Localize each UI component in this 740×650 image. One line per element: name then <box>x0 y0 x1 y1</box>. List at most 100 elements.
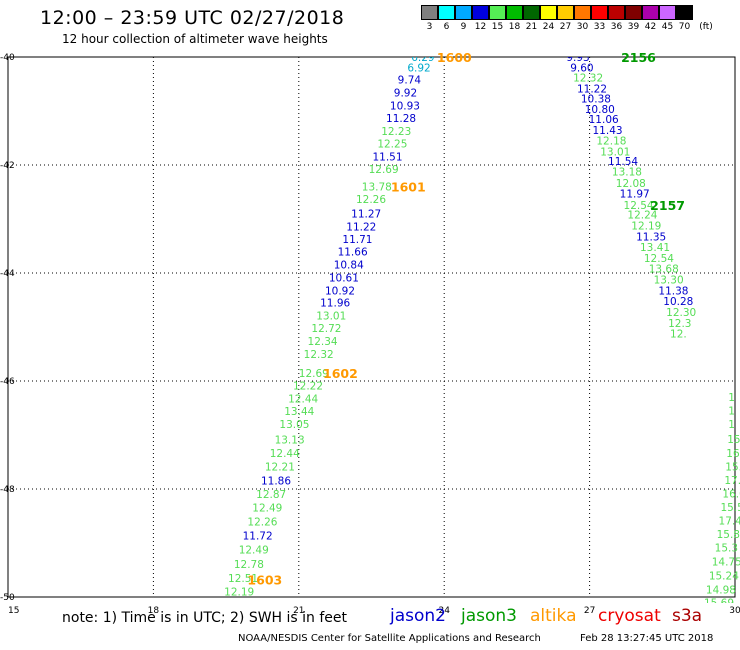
wave-height-label: 12.26 <box>356 194 386 206</box>
wave-height-label: 12.69 <box>299 368 329 380</box>
lon-tick-label: 21 <box>293 606 304 616</box>
lon-tick-label: 15 <box>8 606 19 616</box>
wave-height-label: 11.86 <box>261 475 291 487</box>
wave-height-label: 13.05 <box>279 419 309 431</box>
wave-height-label: 10.61 <box>329 272 359 284</box>
wave-height-label: 14.75 <box>712 556 740 568</box>
wave-height-label: 11.27 <box>351 209 381 221</box>
lon-tick-label: 27 <box>584 606 595 616</box>
colorbar-label: 18 <box>508 22 521 32</box>
wave-height-label: 12.19 <box>224 587 254 599</box>
wave-height-label: 12.54 <box>624 200 654 212</box>
wave-height-label: 11.97 <box>620 189 650 201</box>
colorbar-swatch <box>642 5 659 20</box>
wave-height-label: 17.7 <box>724 475 740 487</box>
colorbar-swatch <box>608 5 625 20</box>
wave-height-label: 12.26 <box>247 516 277 528</box>
lat-tick-label: -44 <box>0 269 15 279</box>
wave-height-label: 13.01 <box>316 311 346 323</box>
wave-height-label: 15.69 <box>704 597 734 609</box>
colorbar-swatch <box>506 5 523 20</box>
wave-height-label: 12.72 <box>311 323 341 335</box>
credit-line: NOAA/NESDIS Center for Satellite Applica… <box>238 633 541 644</box>
wave-height-label: 13.01 <box>600 147 630 159</box>
colorbar-swatch <box>489 5 506 20</box>
wave-height-label: 10.93 <box>390 101 420 113</box>
wave-height-label: 1 <box>728 392 735 404</box>
wave-height-label: 13.13 <box>275 434 305 446</box>
wave-height-label: 12.25 <box>377 138 407 150</box>
colorbar-swatch <box>625 5 642 20</box>
wave-height-label: 10.92 <box>325 285 355 297</box>
lat-tick-label: -42 <box>0 161 15 171</box>
wave-height-label: 12.54 <box>644 253 674 265</box>
wave-height-label: 13.44 <box>284 406 314 418</box>
wave-height-label: 15.24 <box>709 570 739 582</box>
wave-height-label: 11.43 <box>593 125 623 137</box>
colorbar-label: 42 <box>644 22 657 32</box>
colorbar-swatch <box>455 5 472 20</box>
colorbar-swatch <box>421 5 438 20</box>
lat-tick-label: -40 <box>0 53 15 63</box>
pass-time-label: 1603 <box>247 573 282 588</box>
wave-height-label: 15.3 <box>715 542 738 554</box>
wave-height-label: 9.93 <box>566 52 589 64</box>
satellite-legend-cryosat: cryosat <box>598 606 661 626</box>
lon-tick-label: 30 <box>729 606 740 616</box>
wave-height-label: 12.32 <box>304 349 334 361</box>
wave-height-label: 12.22 <box>293 380 323 392</box>
colorbar-swatch <box>523 5 540 20</box>
wave-height-label: 17.46 <box>719 515 740 527</box>
wave-height-label: 12.78 <box>234 559 264 571</box>
satellite-legend-altika: altika <box>530 606 577 626</box>
pass-time-label: 1601 <box>391 180 426 195</box>
wave-height-label: 11.28 <box>386 113 416 125</box>
colorbar-label: 24 <box>542 22 555 32</box>
wave-height-label: 12.3 <box>668 318 691 330</box>
wave-height-label: 16.0 <box>722 488 740 500</box>
colorbar-swatch <box>540 5 557 20</box>
footer-note: note: 1) Time is in UTC; 2) SWH is in fe… <box>62 610 348 626</box>
lon-tick-label: 18 <box>148 606 160 616</box>
wave-height-label: 11.22 <box>346 222 376 234</box>
colorbar-label: 70 <box>678 22 691 32</box>
wave-height-label: 12.44 <box>288 393 318 405</box>
wave-height-label: 13.41 <box>640 242 670 254</box>
colorbar-swatch <box>438 5 455 20</box>
colorbar-label: 12 <box>474 22 487 32</box>
wave-height-label: 10.80 <box>585 104 615 116</box>
wave-height-label: 15. <box>727 434 740 446</box>
wave-height-label: 9.92 <box>394 88 417 100</box>
wave-height-label: 12.49 <box>239 544 269 556</box>
wave-height-label: 12.19 <box>631 220 661 232</box>
wave-height-label: 13.78 <box>362 182 392 194</box>
map-title: 12:00 – 23:59 UTC 02/27/2018 <box>40 7 345 29</box>
wave-height-label: 12.49 <box>252 502 282 514</box>
wave-height-label: 11.54 <box>608 156 638 168</box>
wave-height-label: 11.06 <box>589 114 619 126</box>
wave-height-label: 12.51 <box>228 573 258 585</box>
colorbar-swatch <box>659 5 676 20</box>
satellite-legend-jason3: jason3 <box>461 606 517 626</box>
wave-height-label: 11.66 <box>338 246 368 258</box>
wave-height-label: 11.35 <box>636 231 666 243</box>
wave-height-label: 15.54 <box>720 502 740 514</box>
colorbar-swatch <box>574 5 591 20</box>
colorbar-label: 45 <box>661 22 674 32</box>
colorbar-label: 15 <box>491 22 504 32</box>
wave-height-label: 1 <box>728 419 735 431</box>
wave-height-label: 12.34 <box>308 336 338 348</box>
wave-height-label: 12.32 <box>573 73 603 85</box>
wave-height-label: 16.3 <box>726 448 740 460</box>
colorbar-label: 39 <box>627 22 640 32</box>
wave-height-label: 6.92 <box>407 62 430 74</box>
colorbar-label: 33 <box>593 22 606 32</box>
pass-time-label: 2156 <box>621 50 656 65</box>
lat-tick-label: -46 <box>0 377 15 387</box>
wave-height-label: 1 <box>728 406 735 418</box>
wave-height-label: 12.18 <box>596 136 626 148</box>
wave-height-label: 15.84 <box>717 529 740 541</box>
wave-height-label: 15.8 <box>725 461 740 473</box>
colorbar-swatch <box>676 5 693 20</box>
